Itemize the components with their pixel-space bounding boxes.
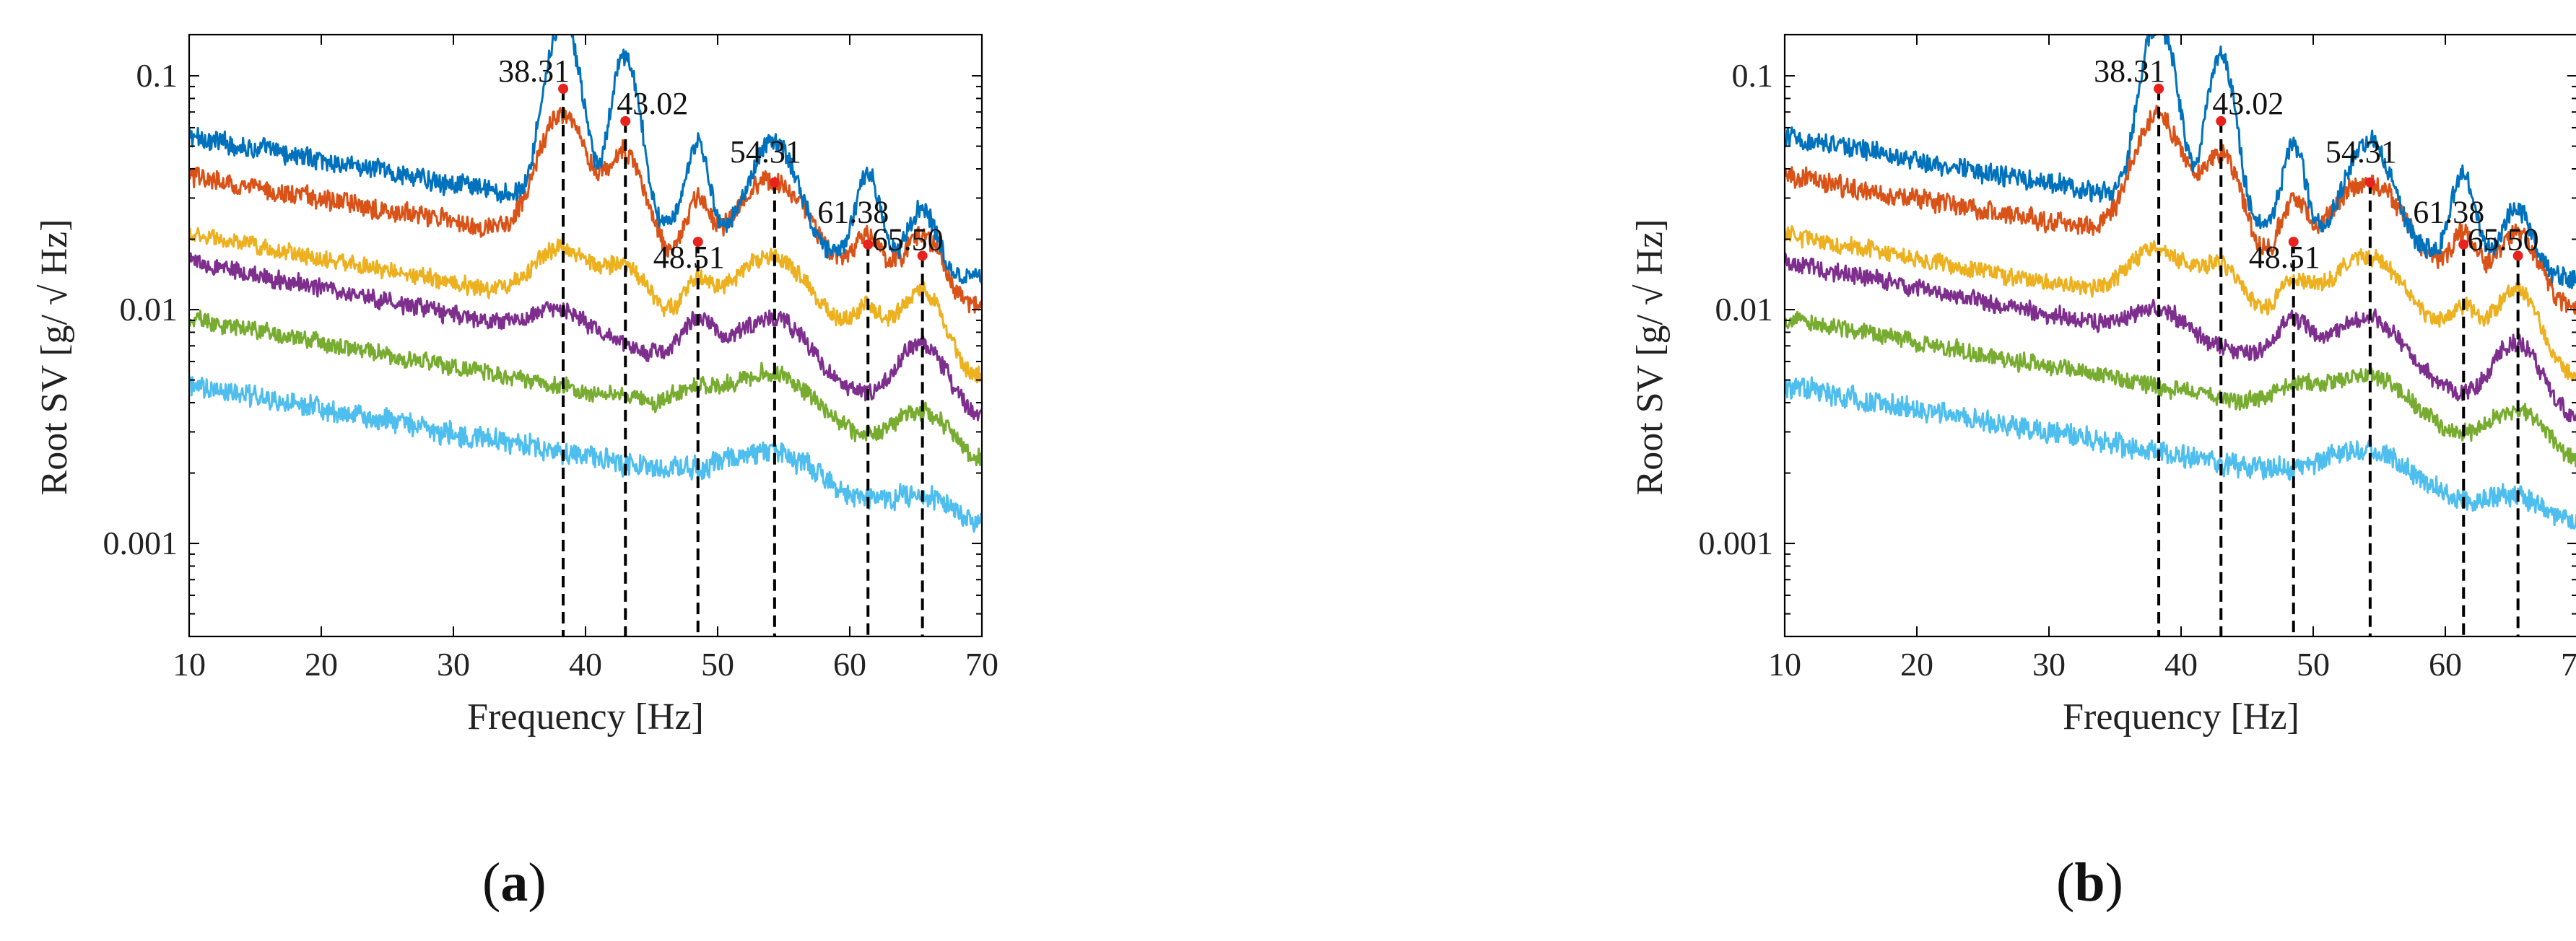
peak-dot-43.02 [620,115,631,126]
y-tick-label-0.1: 0.1 [136,57,178,94]
series-line-6 [189,375,982,533]
x-axis-label: Frequency [Hz] [467,696,704,738]
series-line-4 [189,252,982,421]
peak-label-48.51: 48.51 [653,240,725,275]
series-line-3 [1785,225,2576,382]
series-line-6 [1785,376,2576,530]
x-tick-label-10: 10 [173,646,206,683]
x-tick-label-60: 60 [833,646,866,683]
caption-b: (b) [2056,852,2123,913]
caption-a-letter: a [500,852,528,913]
x-tick-label-70: 70 [2561,646,2576,683]
peak-dot-54.31 [2364,177,2375,188]
y-tick-label-0.1: 0.1 [1732,57,1774,94]
series-line-2 [1785,105,2576,315]
peak-dot-48.51 [2288,237,2299,248]
x-tick-label-40: 40 [2164,646,2198,683]
peak-label-48.51: 48.51 [2249,240,2320,275]
series-line-1 [1785,35,2576,289]
series-group [1785,35,2576,530]
x-tick-label-30: 30 [437,646,470,683]
peak-label-54.31: 54.31 [730,134,801,170]
caption-a: (a) [482,852,547,913]
y-tick-label-0.001: 0.001 [1699,525,1774,561]
peak-dot-43.02 [2216,115,2227,126]
peak-dot-38.31 [2154,84,2164,95]
peak-dot-61.38 [2458,239,2469,250]
y-tick-label-0.01: 0.01 [120,291,178,328]
peak-dot-61.38 [863,239,874,250]
peak-dot-48.51 [692,237,703,248]
y-axis-label: Root SV [g/ √ Hz] [1629,219,1671,496]
x-tick-label-70: 70 [965,646,998,683]
series-line-5 [189,310,982,467]
peak-label-38.31: 38.31 [2094,53,2165,89]
peak-label-54.31: 54.31 [2325,134,2397,170]
x-tick-label-50: 50 [701,646,734,683]
x-axis-label: Frequency [Hz] [2063,696,2299,738]
peak-label-43.02: 43.02 [2212,86,2284,121]
peak-label-43.02: 43.02 [617,86,688,121]
peak-dot-54.31 [769,177,780,188]
peak-label-65.50: 65.50 [2468,222,2539,257]
x-tick-label-20: 20 [305,646,338,683]
plot-frame [188,33,983,638]
y-tick-label-0.001: 0.001 [103,525,178,561]
series-line-4 [1785,253,2576,423]
series-line-1 [189,35,982,285]
series-line-5 [1785,310,2576,468]
peak-dot-38.31 [558,84,569,95]
peak-label-38.31: 38.31 [498,53,570,89]
y-tick-label-0.01: 0.01 [1715,291,1774,328]
x-tick-label-60: 60 [2429,646,2462,683]
x-tick-label-30: 30 [2032,646,2066,683]
caption-b-letter: b [2074,852,2105,913]
peak-label-61.38: 61.38 [817,195,889,230]
peak-dot-65.50 [2512,250,2523,261]
peak-dot-65.50 [917,250,928,261]
peak-label-65.50: 65.50 [872,222,944,257]
x-tick-label-40: 40 [569,646,602,683]
series-group [189,35,982,533]
x-tick-label-50: 50 [2297,646,2330,683]
peak-label-61.38: 61.38 [2413,195,2484,230]
x-tick-label-20: 20 [1900,646,1933,683]
series-line-3 [189,227,982,384]
series-line-2 [189,107,982,314]
x-tick-label-10: 10 [1768,646,1801,683]
y-axis-label: Root SV [g/ √ Hz] [34,219,75,496]
